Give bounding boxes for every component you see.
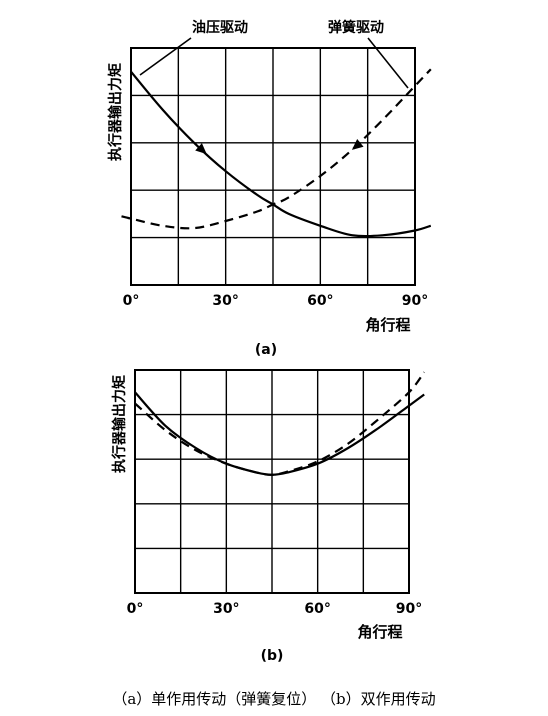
legend-label: 弹簧驱动 xyxy=(328,19,384,36)
x-tick-label: 90° xyxy=(396,601,422,617)
panel-label: (b) xyxy=(261,648,284,664)
x-axis-label: 角行程 xyxy=(365,316,410,334)
chart-a: 油压驱动 弹簧驱动 0° 30° 60° 90° 角行程 执行器输出力矩 (a) xyxy=(107,19,432,358)
x-tick-label: 0° xyxy=(123,293,140,309)
chart-b: 0° 30° 60° 90° 角行程 执行器输出力矩 (b) xyxy=(111,369,426,664)
dashed-series-line xyxy=(121,68,432,230)
x-tick-label: 30° xyxy=(212,293,238,309)
panel-label: (a) xyxy=(255,342,277,358)
direction-arrow-icon xyxy=(351,139,364,150)
figure-caption: （a）单作用传动（弹簧复位） （b）双作用传动 xyxy=(112,690,435,708)
x-tick-label: 90° xyxy=(402,293,428,309)
x-axis-label: 角行程 xyxy=(357,623,402,641)
x-tick-label: 60° xyxy=(304,601,330,617)
plot-frame xyxy=(130,47,416,286)
solid-series-line xyxy=(134,391,425,476)
y-axis-label: 执行器输出力矩 xyxy=(107,63,124,161)
plot-frame xyxy=(134,369,410,594)
direction-arrow-icon xyxy=(195,143,207,155)
y-axis-label: 执行器输出力矩 xyxy=(111,375,128,473)
x-tick-label: 30° xyxy=(213,601,239,617)
legend-leader-line xyxy=(367,37,409,89)
solid-series-line xyxy=(130,70,432,238)
legend-leader-line xyxy=(139,37,192,76)
x-tick-label: 0° xyxy=(127,601,144,617)
x-tick-label: 60° xyxy=(307,293,333,309)
legend-label: 油压驱动 xyxy=(192,19,248,36)
